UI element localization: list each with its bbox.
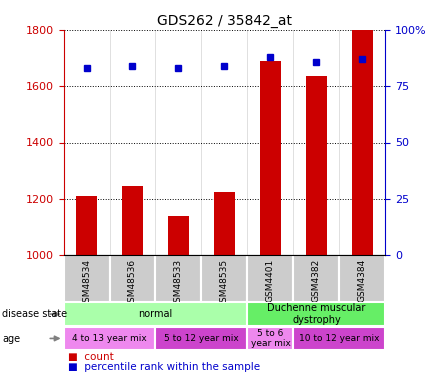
Title: GDS262 / 35842_at: GDS262 / 35842_at bbox=[157, 13, 292, 28]
FancyBboxPatch shape bbox=[247, 255, 293, 302]
FancyBboxPatch shape bbox=[64, 302, 247, 326]
FancyBboxPatch shape bbox=[247, 327, 293, 350]
FancyBboxPatch shape bbox=[155, 327, 247, 350]
Text: GSM48536: GSM48536 bbox=[128, 259, 137, 308]
Text: age: age bbox=[2, 334, 20, 344]
FancyBboxPatch shape bbox=[155, 255, 201, 302]
Text: GSM48533: GSM48533 bbox=[174, 259, 183, 308]
FancyBboxPatch shape bbox=[110, 255, 155, 302]
FancyBboxPatch shape bbox=[293, 327, 385, 350]
FancyBboxPatch shape bbox=[247, 302, 385, 326]
Text: GSM4401: GSM4401 bbox=[266, 259, 275, 302]
Text: 5 to 6
year mix: 5 to 6 year mix bbox=[251, 329, 290, 348]
Text: normal: normal bbox=[138, 309, 173, 319]
Bar bbox=[306, 76, 327, 255]
Text: disease state: disease state bbox=[2, 309, 67, 319]
Text: 5 to 12 year mix: 5 to 12 year mix bbox=[164, 334, 239, 343]
FancyBboxPatch shape bbox=[201, 255, 247, 302]
FancyBboxPatch shape bbox=[64, 327, 155, 350]
Text: 4 to 13 year mix: 4 to 13 year mix bbox=[72, 334, 147, 343]
Bar bbox=[214, 192, 235, 255]
Text: GSM4384: GSM4384 bbox=[358, 259, 367, 302]
Bar bbox=[260, 61, 281, 255]
Text: 10 to 12 year mix: 10 to 12 year mix bbox=[299, 334, 380, 343]
Bar bbox=[122, 186, 143, 255]
Bar bbox=[168, 216, 189, 255]
Text: GSM48534: GSM48534 bbox=[82, 259, 91, 308]
Text: GSM4382: GSM4382 bbox=[312, 259, 321, 302]
FancyBboxPatch shape bbox=[339, 255, 385, 302]
FancyBboxPatch shape bbox=[293, 255, 339, 302]
FancyBboxPatch shape bbox=[64, 255, 110, 302]
Text: GSM48535: GSM48535 bbox=[220, 259, 229, 308]
Text: ■  count: ■ count bbox=[68, 352, 113, 362]
Bar bbox=[76, 196, 97, 255]
Text: ■  percentile rank within the sample: ■ percentile rank within the sample bbox=[68, 362, 260, 372]
Text: Duchenne muscular
dystrophy: Duchenne muscular dystrophy bbox=[267, 303, 366, 325]
Bar bbox=[352, 30, 373, 255]
